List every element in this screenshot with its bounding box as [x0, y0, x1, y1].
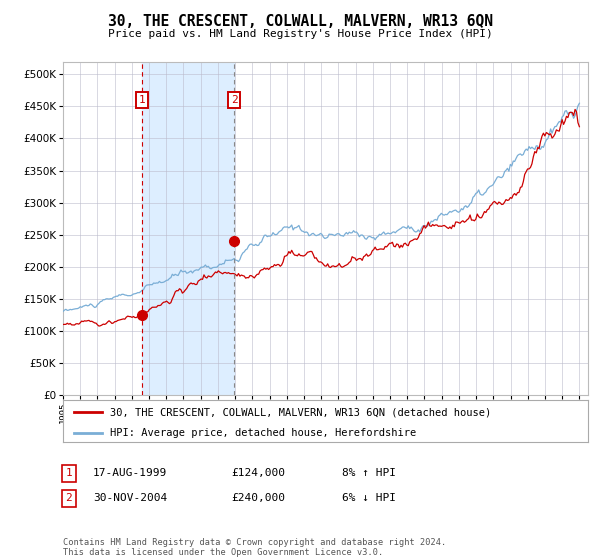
Text: £240,000: £240,000 [231, 493, 285, 503]
Text: 30, THE CRESCENT, COLWALL, MALVERN, WR13 6QN: 30, THE CRESCENT, COLWALL, MALVERN, WR13… [107, 14, 493, 29]
Text: 1: 1 [139, 95, 145, 105]
Text: Contains HM Land Registry data © Crown copyright and database right 2024.
This d: Contains HM Land Registry data © Crown c… [63, 538, 446, 557]
Text: 1: 1 [65, 468, 73, 478]
Text: £124,000: £124,000 [231, 468, 285, 478]
Text: HPI: Average price, detached house, Herefordshire: HPI: Average price, detached house, Here… [110, 428, 416, 438]
Text: 17-AUG-1999: 17-AUG-1999 [93, 468, 167, 478]
Text: Price paid vs. HM Land Registry's House Price Index (HPI): Price paid vs. HM Land Registry's House … [107, 29, 493, 39]
Bar [142, 62, 234, 395]
Text: 6% ↓ HPI: 6% ↓ HPI [342, 493, 396, 503]
Text: 30, THE CRESCENT, COLWALL, MALVERN, WR13 6QN (detached house): 30, THE CRESCENT, COLWALL, MALVERN, WR13… [110, 407, 491, 417]
Text: 30-NOV-2004: 30-NOV-2004 [93, 493, 167, 503]
Text: 2: 2 [65, 493, 73, 503]
Text: 2: 2 [231, 95, 238, 105]
Text: 8% ↑ HPI: 8% ↑ HPI [342, 468, 396, 478]
